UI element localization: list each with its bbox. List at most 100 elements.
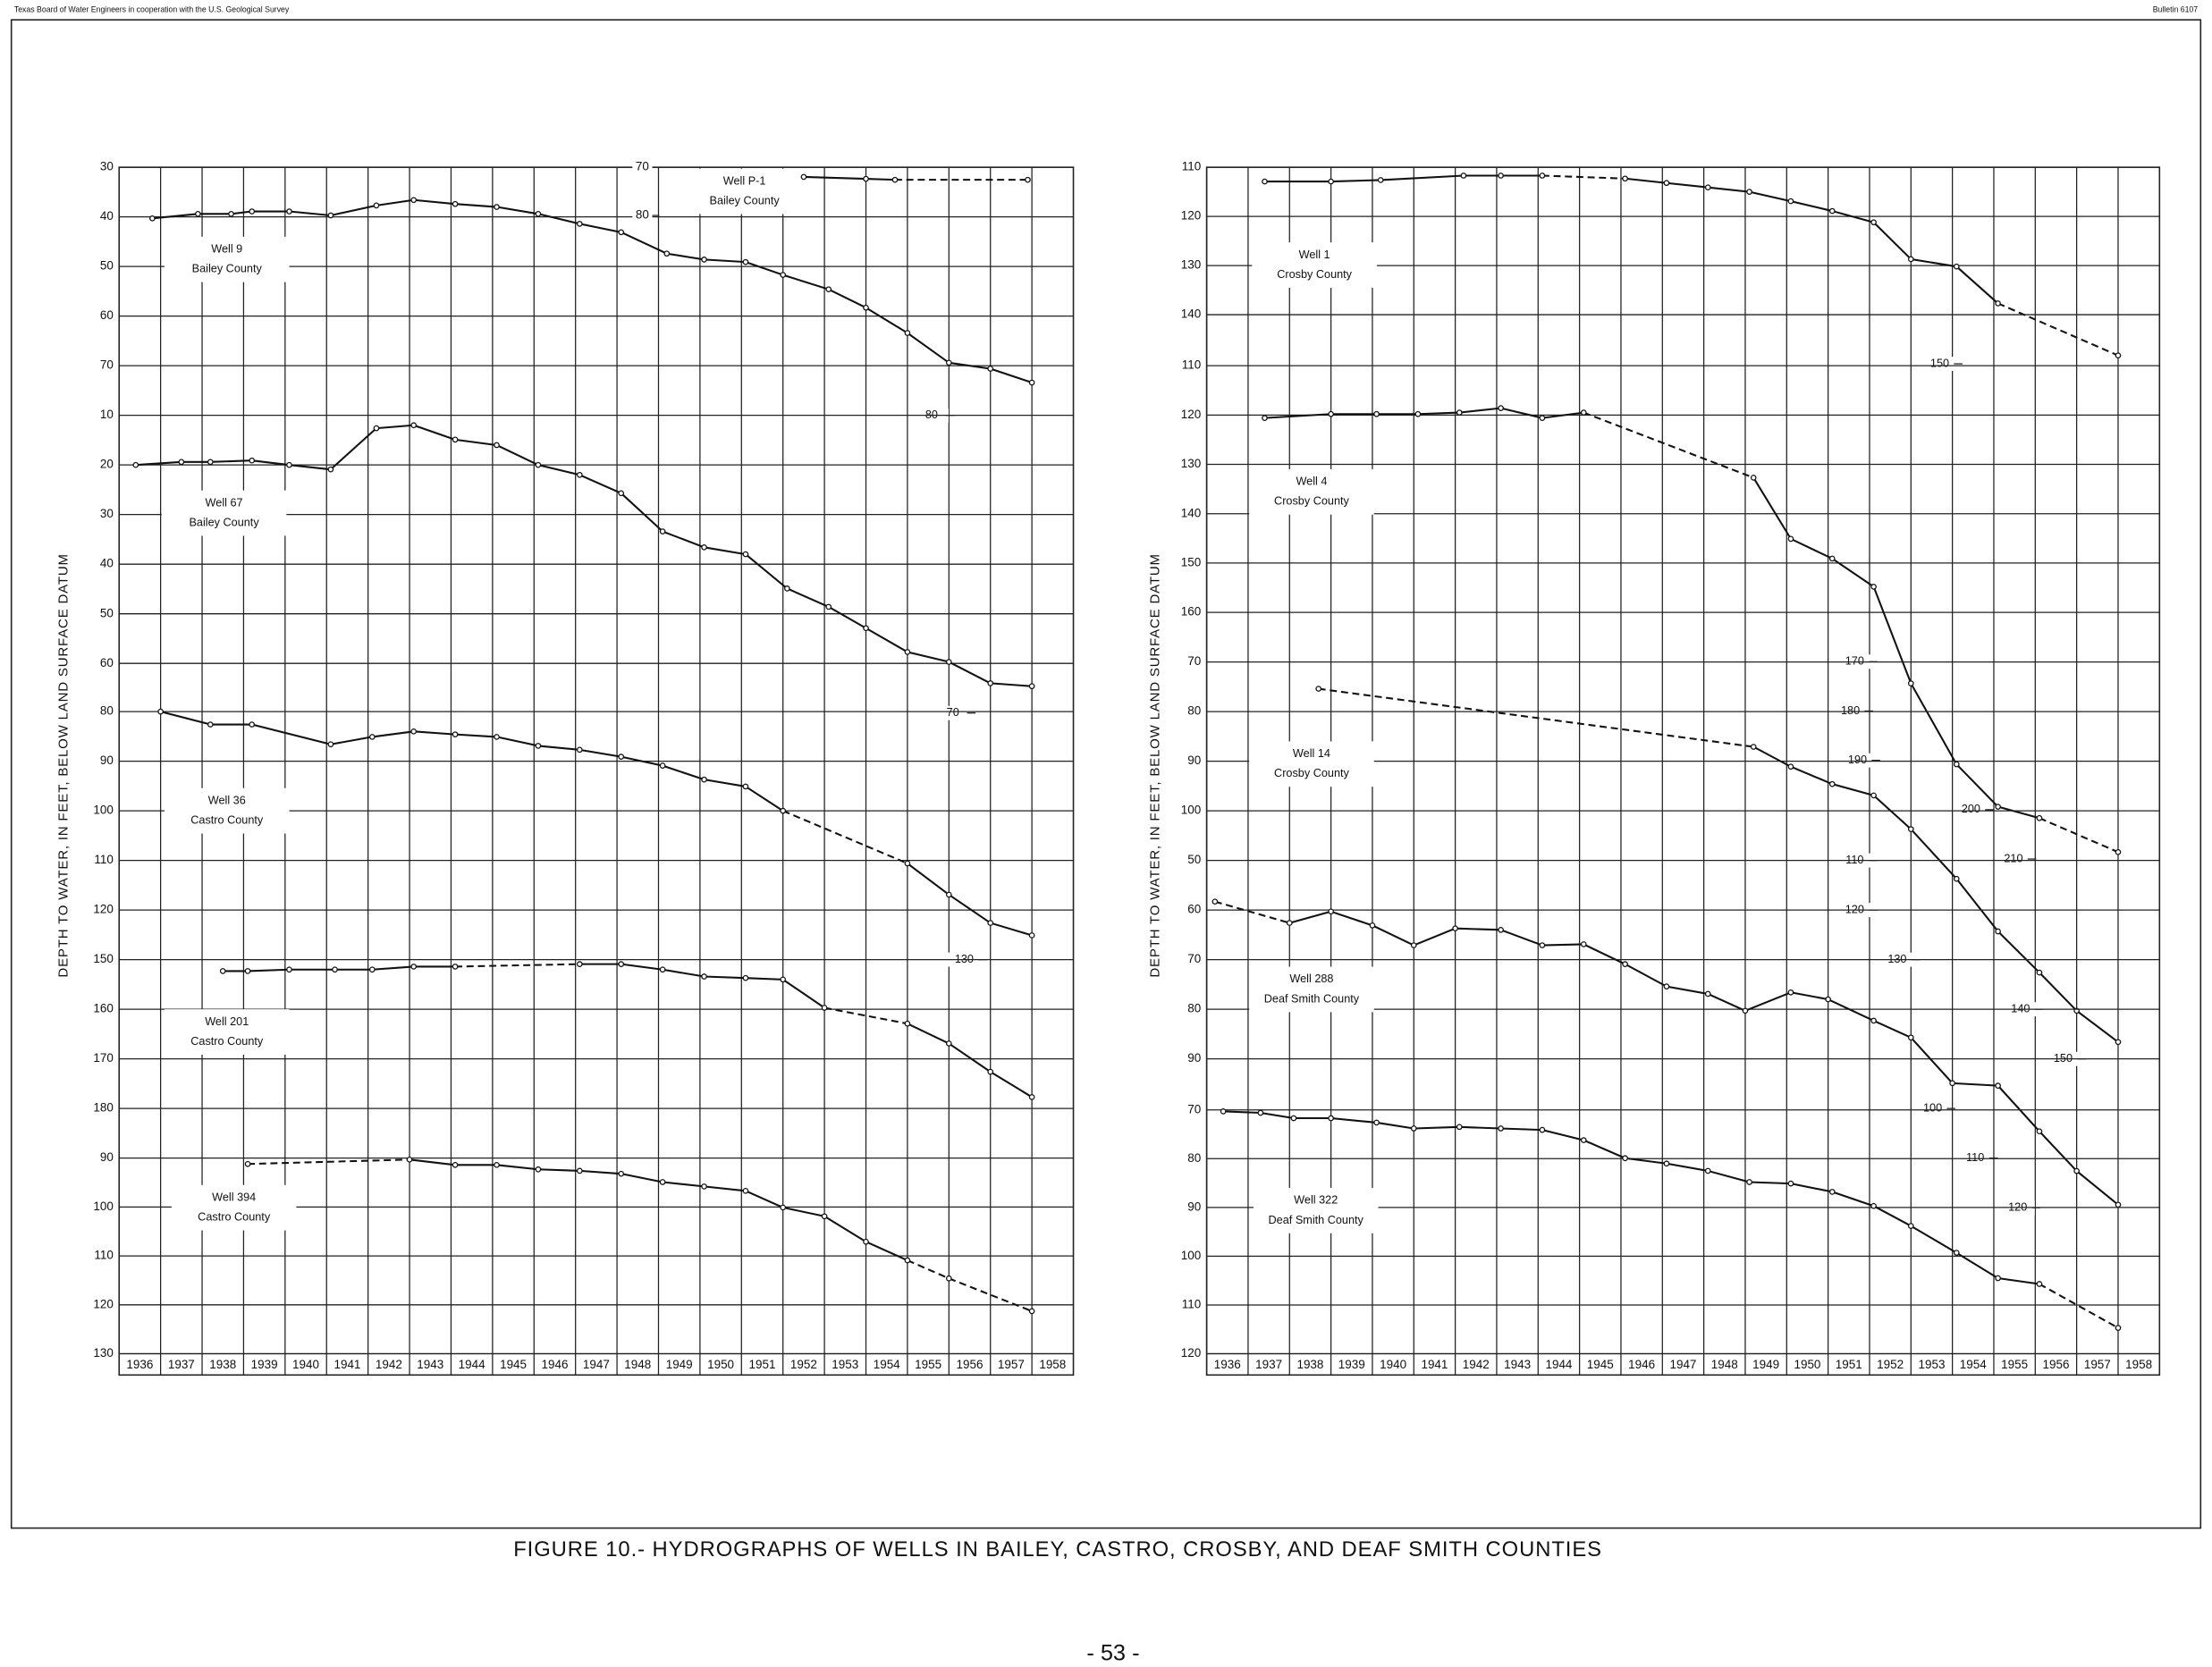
- data-point: [368, 966, 376, 973]
- data-point: [327, 741, 334, 748]
- data-point: [1028, 379, 1035, 386]
- data-point: [1622, 175, 1628, 182]
- y-tick-label: 170: [93, 1051, 113, 1065]
- data-point: [1870, 219, 1877, 226]
- overflow-tick-label: 170: [1845, 655, 1864, 668]
- data-point: [945, 1040, 952, 1047]
- hydrograph-segment: [745, 977, 783, 981]
- data-point: [1377, 177, 1384, 183]
- y-tick-label: 100: [1181, 804, 1201, 817]
- y-tick-label: 120: [1181, 209, 1201, 223]
- hydrograph-segment: [1707, 993, 1746, 1012]
- hydrograph-segment: [1330, 910, 1373, 927]
- y-tick-label: 110: [94, 1249, 113, 1262]
- data-point: [1787, 763, 1794, 770]
- hydrograph-segment: [1500, 929, 1543, 947]
- well-title: Well 4: [1296, 476, 1327, 488]
- y-tick-label: 90: [1187, 754, 1201, 767]
- hydrograph-segment: [1955, 265, 1999, 305]
- hydrograph-segment: [537, 213, 580, 225]
- data-point: [618, 229, 625, 236]
- data-point: [1498, 927, 1504, 933]
- x-tick-label: 1957: [2084, 1358, 2111, 1371]
- data-point: [904, 860, 911, 867]
- data-point: [1746, 1179, 1752, 1185]
- hydrograph-segment: [1749, 190, 1792, 203]
- y-tick-label: 50: [100, 259, 114, 273]
- hydrograph-segment: [745, 1190, 784, 1208]
- hydrograph-segment: [1790, 991, 1828, 1001]
- y-tick-label: 50: [100, 606, 114, 619]
- data-point: [904, 649, 911, 655]
- data-point: [1028, 932, 1035, 939]
- hydrograph-segment: [251, 459, 290, 467]
- x-tick-label: 1957: [998, 1358, 1025, 1371]
- y-tick-label: 50: [1187, 853, 1201, 866]
- x-tick-label: 1949: [666, 1358, 693, 1371]
- hydrograph-segment: [907, 1259, 950, 1280]
- well-subtitle: Castro County: [190, 1035, 264, 1048]
- y-tick-label: 80: [1187, 704, 1201, 718]
- data-point: [1704, 184, 1711, 191]
- data-point: [286, 966, 292, 973]
- hydrograph-segment: [248, 1158, 410, 1166]
- overflow-tick-label: 150: [1930, 357, 1949, 369]
- data-point: [659, 528, 666, 535]
- y-tick-label: 130: [93, 1346, 113, 1360]
- data-point: [332, 966, 338, 973]
- y-tick-label: 180: [93, 1101, 113, 1115]
- y-tick-label: 70: [1187, 952, 1201, 965]
- hydrograph-segment: [2039, 1130, 2078, 1172]
- data-point: [1995, 300, 2001, 307]
- data-point: [1828, 1189, 1836, 1195]
- data-point: [1328, 908, 1334, 915]
- data-point: [494, 204, 500, 210]
- data-point: [373, 425, 380, 432]
- x-tick-label: 1944: [459, 1358, 485, 1371]
- data-point: [701, 776, 707, 783]
- hydrograph-segment: [621, 493, 663, 533]
- y-tick-label: 100: [1181, 1249, 1201, 1262]
- hydrograph-segment: [1330, 179, 1381, 183]
- data-point: [863, 304, 869, 311]
- hydrograph-segment: [376, 424, 414, 430]
- data-point: [1410, 1125, 1417, 1132]
- hydrograph-segment: [990, 922, 1033, 937]
- hydrograph-segment: [1330, 1116, 1377, 1124]
- hydrograph-segment: [248, 968, 290, 972]
- y-tick-label: 150: [93, 952, 113, 965]
- well-title: Well 394: [212, 1191, 256, 1203]
- hydrograph-segment: [1417, 411, 1460, 416]
- data-point: [1907, 826, 1914, 832]
- data-point: [244, 1160, 251, 1167]
- data-point: [2115, 352, 2122, 359]
- data-point: [1953, 263, 1960, 270]
- well-subtitle: Castro County: [198, 1211, 271, 1224]
- overflow-tick-label: 70: [947, 706, 959, 719]
- data-point: [228, 210, 234, 217]
- data-point: [452, 731, 459, 737]
- hydrograph-segment: [537, 1168, 580, 1172]
- data-point: [2036, 814, 2043, 821]
- data-point: [157, 708, 164, 715]
- data-point: [1539, 1126, 1546, 1133]
- data-point: [286, 208, 292, 215]
- hydrograph-segment: [1666, 1162, 1709, 1172]
- data-point: [576, 471, 583, 478]
- data-point: [1787, 1180, 1794, 1187]
- overflow-tick-bg: [1840, 753, 1875, 768]
- data-point: [701, 257, 707, 263]
- hydrograph-segment: [1873, 1019, 1912, 1039]
- hydrograph-segment: [1873, 1205, 1912, 1227]
- hydrograph-segment: [865, 307, 908, 334]
- hydrograph-segment: [1260, 1112, 1295, 1120]
- data-point: [659, 966, 666, 973]
- hydrograph-segment: [666, 252, 705, 261]
- x-tick-label: 1940: [1380, 1358, 1406, 1371]
- hydrograph-segment: [1707, 1169, 1750, 1183]
- header-right: Bulletin 6107: [2153, 4, 2199, 13]
- data-point: [178, 459, 185, 466]
- y-tick-label: 120: [1181, 408, 1201, 421]
- hydrograph-segment: [662, 530, 705, 549]
- x-tick-label: 1955: [2001, 1358, 2028, 1371]
